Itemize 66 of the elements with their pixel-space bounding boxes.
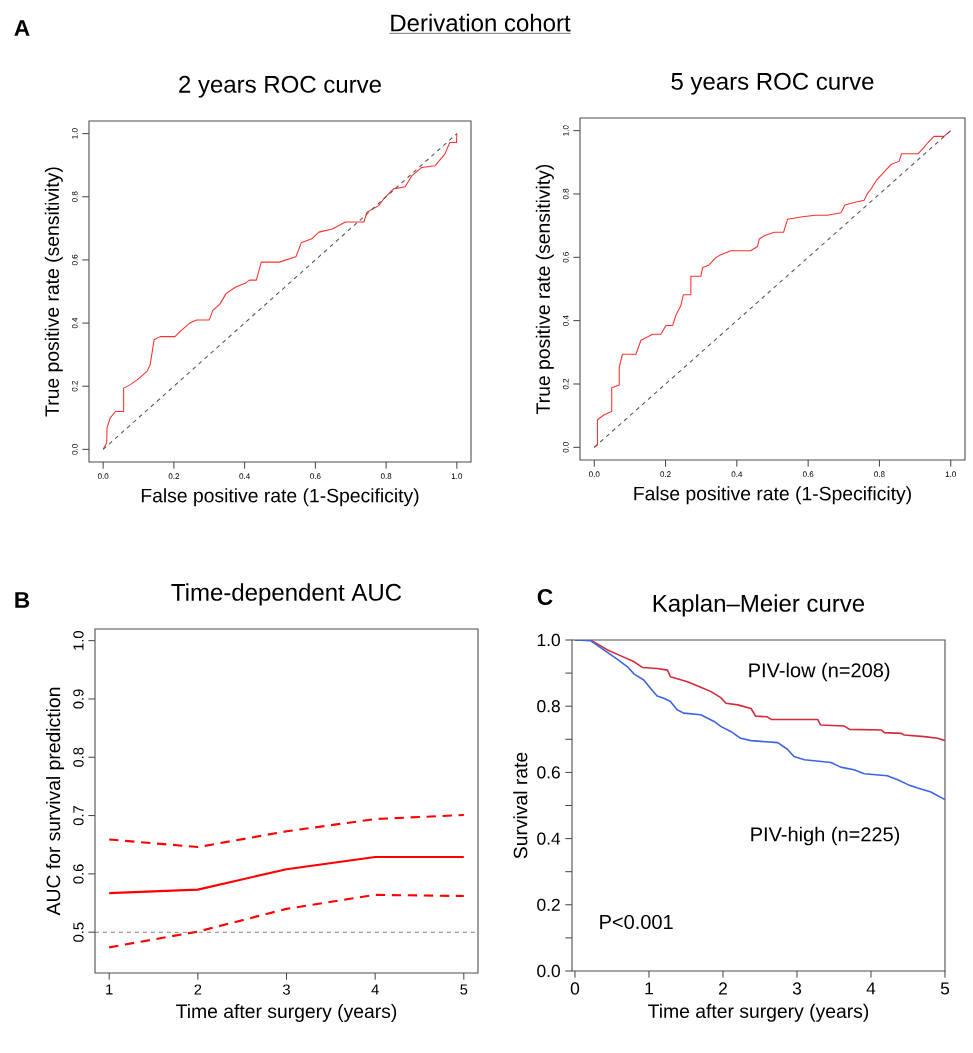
x-tick-label: 5	[940, 982, 950, 995]
y-axis-title: Survival rate	[513, 752, 528, 859]
x-tick-label: 0.8	[874, 471, 885, 478]
x-tick-label: 0.2	[168, 473, 180, 480]
x-tick-label: 0	[570, 982, 580, 995]
x-tick-label: 0.4	[731, 471, 743, 478]
text: B	[15, 592, 30, 608]
x-tick-label: 2	[194, 984, 202, 995]
y-axis-title: True positive rate (sensitivity)	[535, 164, 554, 414]
x-tick-label: 5	[460, 984, 468, 995]
x-tick-label: 1.0	[451, 473, 463, 480]
x-tick-label: 0.6	[802, 471, 814, 478]
y-tick-label: 0.5	[73, 922, 84, 942]
y-tick-label: 1.0	[562, 125, 569, 136]
y-tick-label: 0.6	[537, 766, 560, 779]
x-tick-label: 0.6	[310, 473, 321, 480]
y-tick-label: 0.6	[73, 864, 84, 884]
x-tick-label: 4	[371, 984, 379, 995]
y-tick-label: 0.4	[562, 315, 569, 326]
series-label: PIV-low (n=208)	[749, 662, 890, 682]
text: Derivation cohort	[391, 13, 571, 32]
y-tick-label: 0.6	[562, 252, 569, 263]
x-tick-label: 1	[645, 982, 653, 995]
y-tick-label: 1.0	[537, 633, 560, 647]
x-axis-title: False positive rate (1-Specificity)	[141, 488, 419, 507]
text: A	[14, 20, 30, 36]
y-tick-label: 0.0	[71, 444, 78, 455]
y-tick-label: 0.4	[537, 832, 561, 845]
x-axis-title: False positive rate (1-Specificity)	[634, 486, 911, 505]
x-axis-title: Time after surgery (years)	[648, 1003, 869, 1022]
y-tick-label: 0.0	[537, 964, 560, 978]
y-tick-label: 0.8	[537, 700, 560, 713]
chart-title: 5 years ROC curve	[671, 72, 874, 95]
x-tick-label: 1	[106, 984, 113, 995]
y-tick-label: 0.8	[73, 747, 84, 767]
y-tick-label: 0.2	[71, 381, 78, 392]
x-tick-label: 0.0	[97, 473, 109, 480]
y-tick-label: 0.7	[73, 806, 84, 826]
y-axis-title: AUC for survival prediction	[46, 687, 65, 916]
x-axis-title: Time after surgery (years)	[176, 1003, 397, 1022]
y-tick-label: 0.6	[71, 254, 78, 266]
text: PIV-high (n=225)	[751, 826, 900, 846]
x-tick-label: 0.4	[239, 473, 250, 480]
y-tick-label: 1.0	[71, 128, 78, 139]
x-tick-label: 3	[282, 984, 290, 995]
x-tick-label: 3	[792, 982, 802, 995]
y-axis-title: True positive rate (sensitivity)	[44, 167, 63, 417]
x-tick-label: 0.8	[380, 473, 392, 480]
y-tick-label: 0.9	[73, 689, 84, 709]
y-tick-label: 0.4	[71, 317, 78, 329]
y-tick-label: 1.0	[73, 631, 84, 650]
chart-title: 2 years ROC curve	[179, 75, 381, 98]
chart-title: Kaplan–Meier curve	[653, 594, 865, 617]
chart-title: Time-dependent AUC	[171, 583, 402, 606]
y-tick-label: 0.8	[562, 188, 569, 200]
x-tick-label: 2	[719, 982, 727, 995]
y-tick-label: 0.8	[71, 191, 78, 203]
x-tick-label: 1.0	[945, 471, 956, 478]
annotation: P<0.001	[600, 914, 673, 930]
x-tick-label: 4	[866, 982, 876, 995]
text: C	[537, 588, 553, 606]
y-tick-label: 0.2	[562, 378, 569, 390]
y-tick-label: 0.2	[537, 898, 560, 911]
x-tick-label: 0.0	[589, 471, 600, 478]
y-tick-label: 0.0	[562, 442, 569, 453]
x-tick-label: 0.2	[660, 471, 671, 478]
